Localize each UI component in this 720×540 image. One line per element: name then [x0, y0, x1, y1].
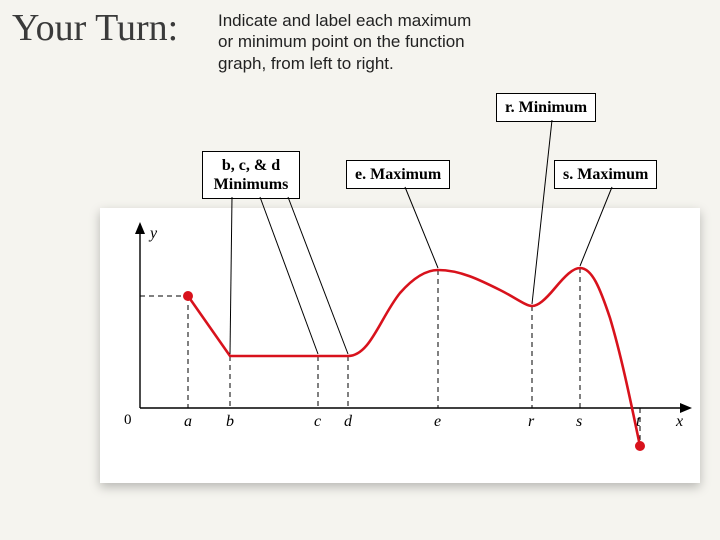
slide-title: Your Turn:: [12, 6, 178, 50]
tick-e: e: [434, 413, 441, 430]
callout-r-minimum: r. Minimum: [496, 93, 596, 122]
tick-s: s: [576, 413, 582, 430]
callout-bcd-line1: b, c, & d: [222, 157, 280, 174]
function-chart: y x 0 a: [100, 208, 700, 483]
tick-c: c: [314, 413, 321, 430]
x-tick-labels: a b c d e r s t: [184, 413, 641, 430]
function-curve: [188, 268, 640, 446]
endpoint-t: [635, 441, 645, 451]
y-axis-label: y: [148, 225, 158, 242]
instructions-text: Indicate and label each maximum or minim…: [218, 10, 478, 74]
tick-r: r: [528, 413, 535, 430]
origin-label: 0: [124, 412, 132, 428]
tick-t: t: [636, 413, 641, 430]
endpoint-a: [183, 291, 193, 301]
callout-bcd-line2: Minimums: [214, 176, 289, 193]
tick-a: a: [184, 413, 192, 430]
tick-d: d: [344, 413, 353, 430]
drop-lines: [140, 268, 640, 446]
tick-b: b: [226, 413, 234, 430]
callout-s-maximum: s. Maximum: [554, 160, 657, 189]
callout-bcd-minimums: b, c, & d Minimums: [202, 151, 300, 199]
callout-e-maximum: e. Maximum: [346, 160, 450, 189]
chart-panel: y x 0 a: [100, 208, 700, 483]
slide: Your Turn: Indicate and label each maxim…: [0, 0, 720, 540]
x-axis-label: x: [675, 413, 683, 430]
